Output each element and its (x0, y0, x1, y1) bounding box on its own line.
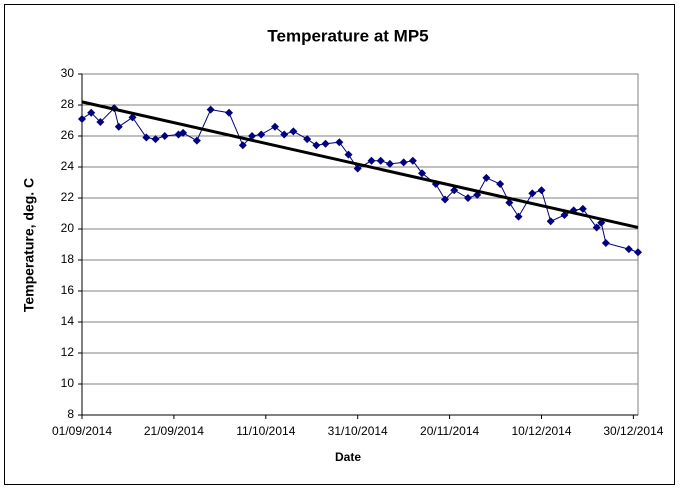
data-point (87, 108, 96, 117)
data-point (248, 132, 257, 140)
x-axis-label: Date (335, 450, 361, 464)
data-point (114, 122, 123, 131)
y-tick-label: 18 (61, 252, 75, 266)
data-point (257, 130, 266, 139)
y-tick-label: 22 (61, 190, 75, 204)
data-point (289, 127, 298, 136)
y-tick-label: 24 (61, 159, 75, 173)
data-point (142, 133, 151, 142)
x-tick-label: 10/12/2014 (511, 424, 571, 438)
data-point (482, 173, 491, 182)
data-point (463, 194, 472, 202)
data-point (399, 158, 408, 167)
y-tick-label: 10 (61, 376, 75, 390)
y-tick-label: 16 (61, 283, 75, 297)
data-point (376, 156, 385, 165)
data-point (179, 128, 188, 137)
data-point (441, 195, 450, 204)
y-tick-label: 26 (61, 128, 75, 142)
y-tick-label: 8 (67, 407, 74, 421)
data-point (321, 139, 330, 148)
x-tick-label: 30/12/2014 (603, 424, 663, 438)
data-point (78, 114, 86, 123)
x-tick-label: 11/10/2014 (236, 424, 295, 438)
data-point (418, 169, 427, 178)
data-point (335, 138, 344, 147)
x-tick-label: 21/09/2014 (144, 424, 204, 438)
data-point (280, 130, 289, 139)
y-tick-label: 20 (61, 221, 75, 235)
data-point (160, 132, 169, 140)
data-point (592, 223, 601, 232)
data-point (303, 135, 312, 144)
x-tick-label: 01/09/2014 (52, 424, 112, 438)
data-point (353, 164, 362, 173)
data-point (238, 141, 247, 150)
data-point (192, 136, 201, 145)
y-tick-label: 12 (61, 345, 75, 359)
trend-line (81, 100, 639, 229)
y-axis-label: Temperature, deg. C (21, 178, 37, 312)
x-tick-label: 31/10/2014 (328, 424, 388, 438)
chart-title: Temperature at MP5 (267, 26, 428, 45)
data-point (206, 105, 215, 114)
data-point (450, 186, 459, 195)
data-point (578, 204, 587, 213)
data-point (634, 248, 642, 257)
data-point (528, 189, 537, 198)
plot-area (81, 73, 639, 416)
data-point (225, 108, 234, 117)
x-tick-label: 20/11/2014 (420, 424, 479, 438)
data-point (537, 186, 546, 195)
data-point (344, 150, 353, 159)
data-point (514, 212, 523, 221)
data-point (367, 156, 376, 165)
data-point (312, 141, 321, 150)
data-point (505, 198, 514, 207)
y-tick-label: 28 (61, 97, 75, 111)
data-point (408, 156, 417, 165)
data-point (151, 135, 160, 144)
data-point (560, 211, 569, 220)
data-point (546, 217, 555, 226)
data-point (385, 159, 394, 168)
data-point (128, 113, 137, 122)
y-tick-label: 30 (61, 66, 75, 80)
data-point (624, 245, 633, 254)
y-tick-label: 14 (61, 314, 75, 328)
data-point (96, 118, 105, 127)
data-point (601, 238, 610, 247)
data-point (270, 122, 279, 131)
data-point (496, 180, 505, 189)
